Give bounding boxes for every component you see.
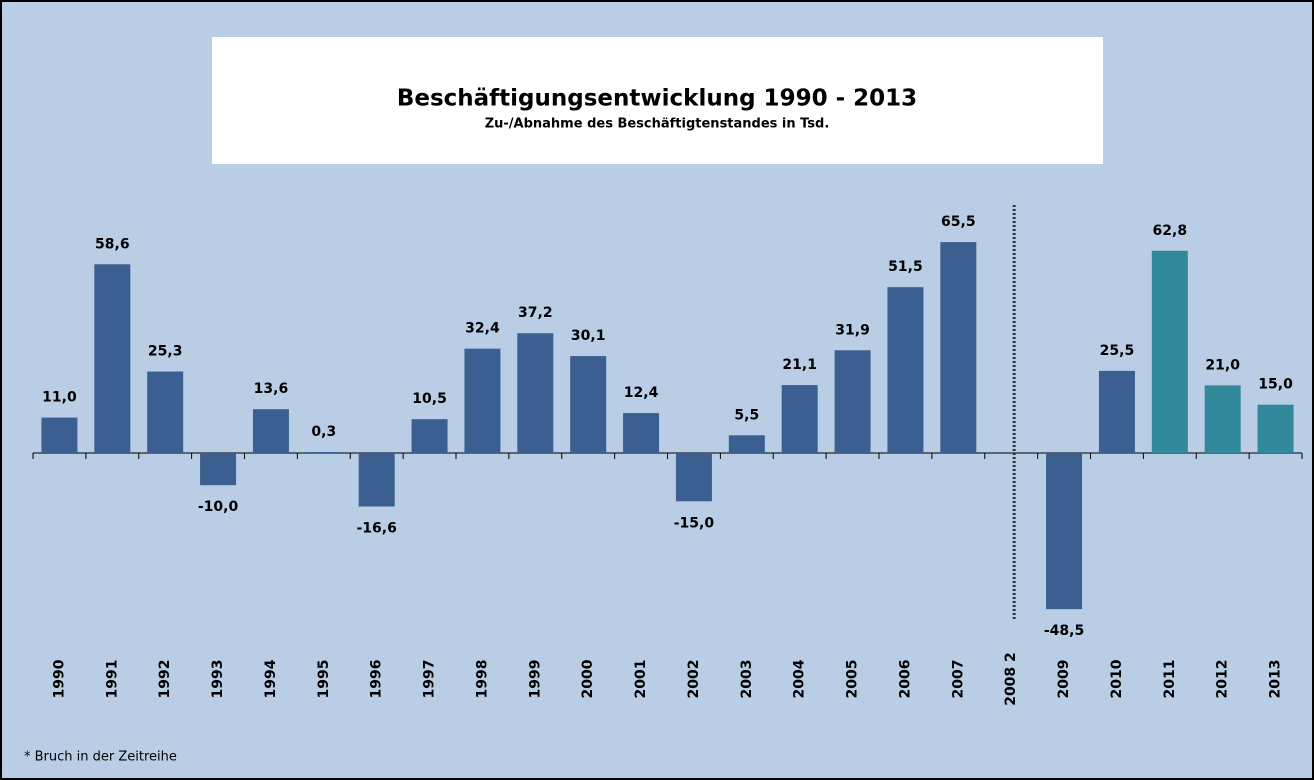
- footnote: * Bruch in der Zeitreihe: [24, 750, 177, 765]
- value-label: 13,6: [254, 381, 289, 397]
- x-tick-label: 2010: [1109, 659, 1125, 698]
- value-label: 21,0: [1205, 357, 1240, 373]
- bar: [675, 453, 712, 502]
- x-tick-label: 1993: [210, 660, 226, 699]
- bar: [41, 417, 78, 453]
- bar: [1204, 385, 1241, 453]
- bar: [200, 453, 237, 486]
- bar: [411, 419, 448, 453]
- value-label: -15,0: [674, 515, 715, 531]
- value-label: 11,0: [42, 390, 77, 406]
- x-tick-label: 1995: [316, 660, 332, 699]
- value-label: 30,1: [571, 328, 606, 344]
- x-tick-label: 2011: [1162, 660, 1178, 699]
- x-tick-label: 2007: [950, 660, 966, 699]
- bar: [834, 350, 871, 453]
- bar: [147, 371, 184, 453]
- x-tick-label: 2013: [1268, 660, 1284, 699]
- bar: [517, 333, 554, 453]
- x-tick-label: 2005: [845, 660, 861, 699]
- value-label: 10,5: [412, 391, 447, 407]
- x-tick-label: 2012: [1215, 660, 1231, 699]
- bar: [1098, 370, 1135, 453]
- x-tick-label: 1990: [51, 659, 67, 698]
- value-label: 65,5: [941, 214, 976, 230]
- value-label: 32,4: [465, 321, 500, 337]
- value-label: -10,0: [198, 499, 239, 515]
- value-label: 21,1: [782, 357, 817, 373]
- value-label: 25,3: [148, 344, 183, 360]
- bar: [940, 242, 977, 453]
- bar: [94, 264, 131, 453]
- value-label: 0,3: [311, 424, 336, 440]
- bar: [1046, 453, 1083, 610]
- bar: [1257, 404, 1294, 453]
- x-tick-label: 2000: [580, 659, 596, 698]
- chart-title: Beschäftigungsentwicklung 1990 - 2013: [397, 86, 917, 112]
- x-tick-label: 2003: [739, 660, 755, 699]
- value-label: 5,5: [734, 407, 759, 423]
- value-label: 15,0: [1258, 377, 1293, 393]
- chart-subtitle: Zu-/Abnahme des Beschäftigtenstandes in …: [485, 117, 830, 132]
- x-tick-label: 1998: [474, 660, 490, 699]
- bar: [358, 453, 395, 507]
- title-box: [212, 37, 1103, 164]
- bar: [781, 385, 818, 453]
- x-tick-label: 2006: [897, 660, 913, 699]
- x-tick-label: 1999: [527, 660, 543, 699]
- value-label: 62,8: [1153, 223, 1188, 239]
- bar: [623, 413, 660, 453]
- bar: [887, 287, 924, 453]
- bar: [305, 452, 342, 454]
- x-tick-label: 2001: [633, 660, 649, 699]
- x-tick-label: 2002: [686, 660, 702, 699]
- value-label: 12,4: [624, 385, 659, 401]
- value-label: -16,6: [357, 520, 397, 536]
- value-label: 31,9: [835, 322, 870, 338]
- bar: [464, 348, 501, 453]
- value-label: 25,5: [1100, 343, 1135, 359]
- value-label: 58,6: [95, 236, 130, 252]
- value-label: 51,5: [888, 259, 923, 275]
- x-tick-label: 1994: [263, 659, 279, 698]
- x-tick-label: 1992: [157, 660, 173, 699]
- x-tick-label: 2004: [792, 659, 808, 698]
- x-tick-label: 1997: [422, 660, 438, 699]
- value-label: 37,2: [518, 305, 553, 321]
- bar: [728, 435, 765, 453]
- bar: [570, 356, 607, 453]
- bar: [252, 409, 289, 453]
- x-tick-label: 2008 2: [1003, 652, 1019, 706]
- x-tick-label: 1996: [369, 660, 385, 699]
- x-tick-label: 2009: [1056, 660, 1072, 699]
- value-label: -48,5: [1044, 623, 1084, 639]
- bar: [1151, 250, 1188, 453]
- x-tick-label: 1991: [104, 660, 120, 699]
